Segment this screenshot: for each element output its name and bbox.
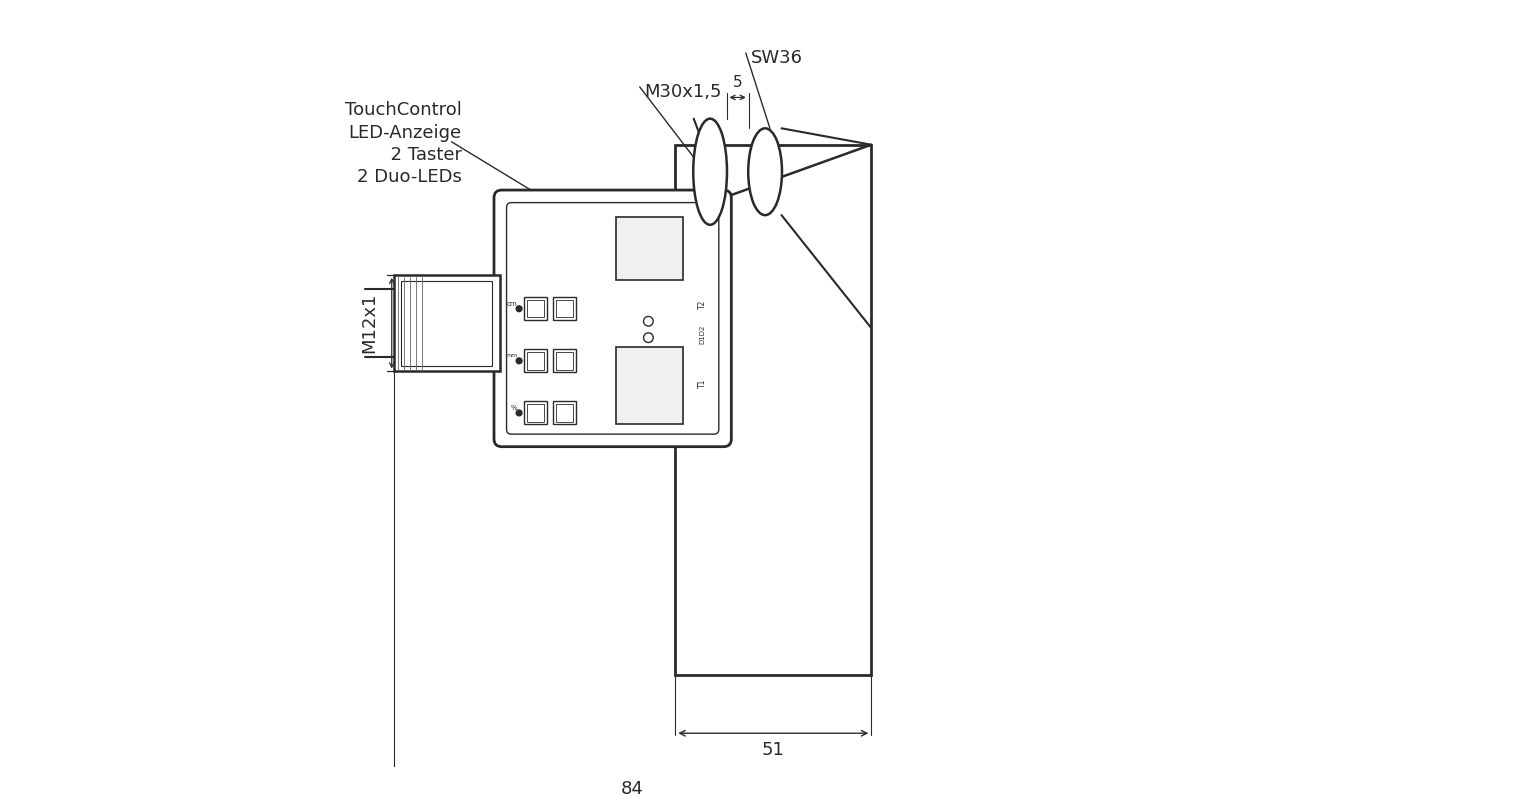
Ellipse shape [748,128,782,215]
Bar [524,349,547,372]
Text: D1D2: D1D2 [699,325,705,344]
Bar [556,404,573,421]
Bar [556,300,573,317]
Text: T2: T2 [697,299,707,308]
Bar [616,347,684,425]
Text: %: % [510,405,518,411]
Circle shape [516,306,522,312]
Bar [524,297,547,320]
Bar [553,297,576,320]
Text: TouchControl
LED-Anzeige
  2 Taster
2 Duo-LEDs: TouchControl LED-Anzeige 2 Taster 2 Duo-… [346,101,462,186]
Text: cm: cm [507,301,518,307]
Ellipse shape [693,118,727,225]
Text: 51: 51 [762,741,785,759]
Circle shape [516,358,522,364]
Text: SW36: SW36 [751,48,803,67]
Text: 84: 84 [621,780,644,795]
Bar [556,352,573,370]
Bar [393,275,499,371]
Bar [527,352,544,370]
Bar [616,217,684,280]
Bar [676,145,871,675]
FancyBboxPatch shape [495,190,731,447]
Text: mm: mm [505,353,518,358]
Text: T1: T1 [697,378,707,388]
Bar [553,349,576,372]
Text: 5: 5 [733,75,742,90]
Bar [401,281,492,366]
Bar [553,401,576,425]
Text: M30x1,5: M30x1,5 [645,83,722,101]
Bar [524,401,547,425]
Bar [527,404,544,421]
Circle shape [516,410,522,416]
Bar [527,300,544,317]
Text: M12x1: M12x1 [361,293,378,354]
